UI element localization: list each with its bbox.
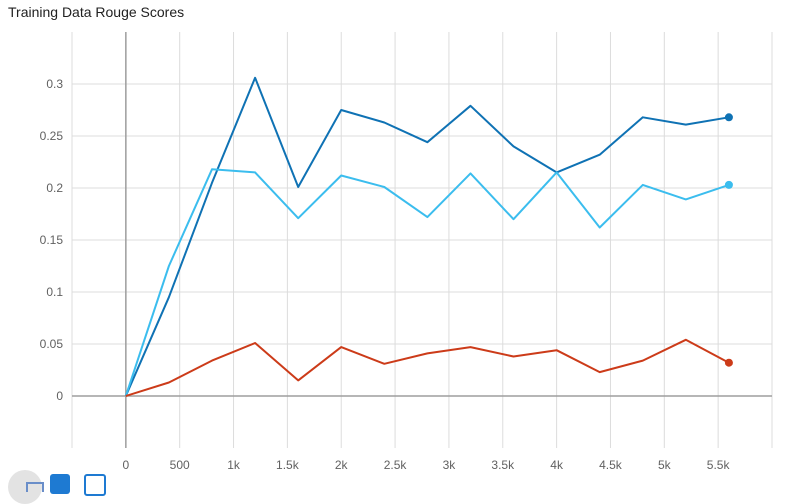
toggle-y-axis-log-icon[interactable]	[50, 474, 70, 494]
series-line-3	[125, 338, 730, 397]
chart-title: Training Data Rouge Scores	[8, 4, 185, 20]
x-tick-label: 3k	[443, 458, 457, 470]
y-tick-label: 0.1	[46, 285, 63, 299]
fit-domain-icon[interactable]	[8, 470, 44, 504]
series-line-2	[124, 168, 730, 397]
x-tick-label: 500	[170, 458, 190, 470]
y-tick-label: 0.2	[46, 181, 63, 195]
x-tick-label: 0	[123, 458, 130, 470]
x-tick-label: 1.5k	[276, 458, 300, 470]
series-end-point-1	[724, 113, 733, 122]
y-tick-label: 0.15	[40, 233, 64, 247]
series-end-point-3	[724, 358, 733, 367]
download-icon[interactable]	[84, 474, 106, 496]
series-end-point-2	[724, 180, 733, 189]
x-tick-label: 1k	[227, 458, 241, 470]
y-tick-label: 0.3	[46, 77, 63, 91]
x-tick-label: 5.5k	[707, 458, 731, 470]
x-tick-label: 2k	[335, 458, 349, 470]
y-tick-label: 0.25	[40, 129, 64, 143]
series-line-1	[124, 76, 730, 397]
x-tick-label: 3.5k	[491, 458, 515, 470]
x-tick-label: 4k	[550, 458, 564, 470]
line-chart: 0 500 1k 1.5k 2k 2.5k 3k 3.5k 4k 4.5k 5k 5.5k 0 0.05 0…	[40, 32, 773, 470]
y-tick-label: 0	[56, 389, 63, 403]
x-tick-label: 5k	[658, 458, 672, 470]
chart-toolbar	[0, 470, 140, 504]
x-tick-label: 2.5k	[384, 458, 408, 470]
y-tick-label: 0.05	[40, 337, 64, 351]
x-tick-label: 4.5k	[599, 458, 623, 470]
